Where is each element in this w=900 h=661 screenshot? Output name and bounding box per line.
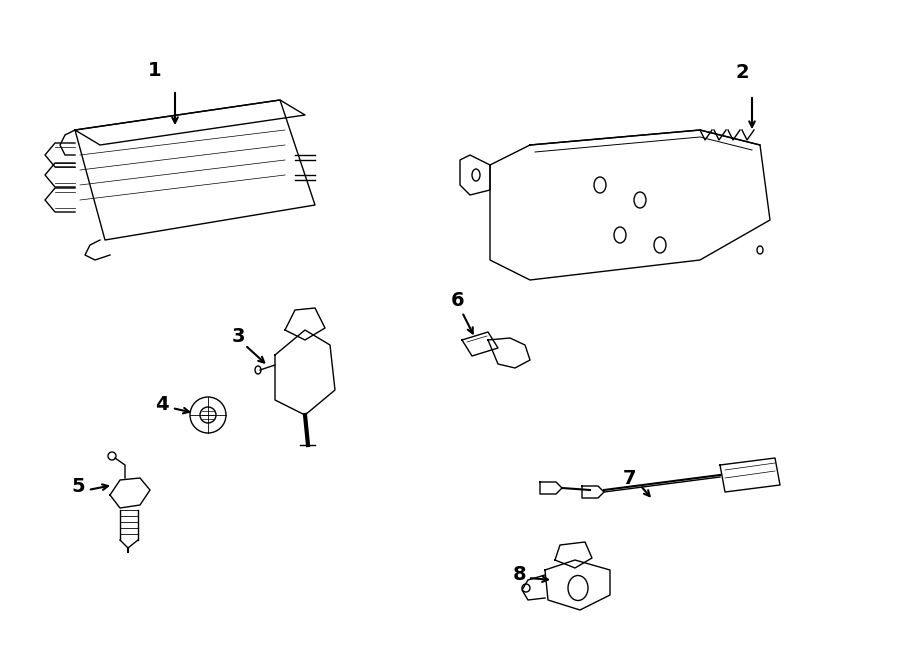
Text: 4: 4 bbox=[155, 395, 169, 414]
Text: 7: 7 bbox=[623, 469, 637, 488]
Text: 8: 8 bbox=[513, 566, 526, 584]
Text: 1: 1 bbox=[148, 61, 162, 79]
Text: 6: 6 bbox=[451, 290, 464, 309]
Text: 5: 5 bbox=[71, 477, 85, 496]
Text: 2: 2 bbox=[735, 63, 749, 81]
Text: 3: 3 bbox=[231, 327, 245, 346]
